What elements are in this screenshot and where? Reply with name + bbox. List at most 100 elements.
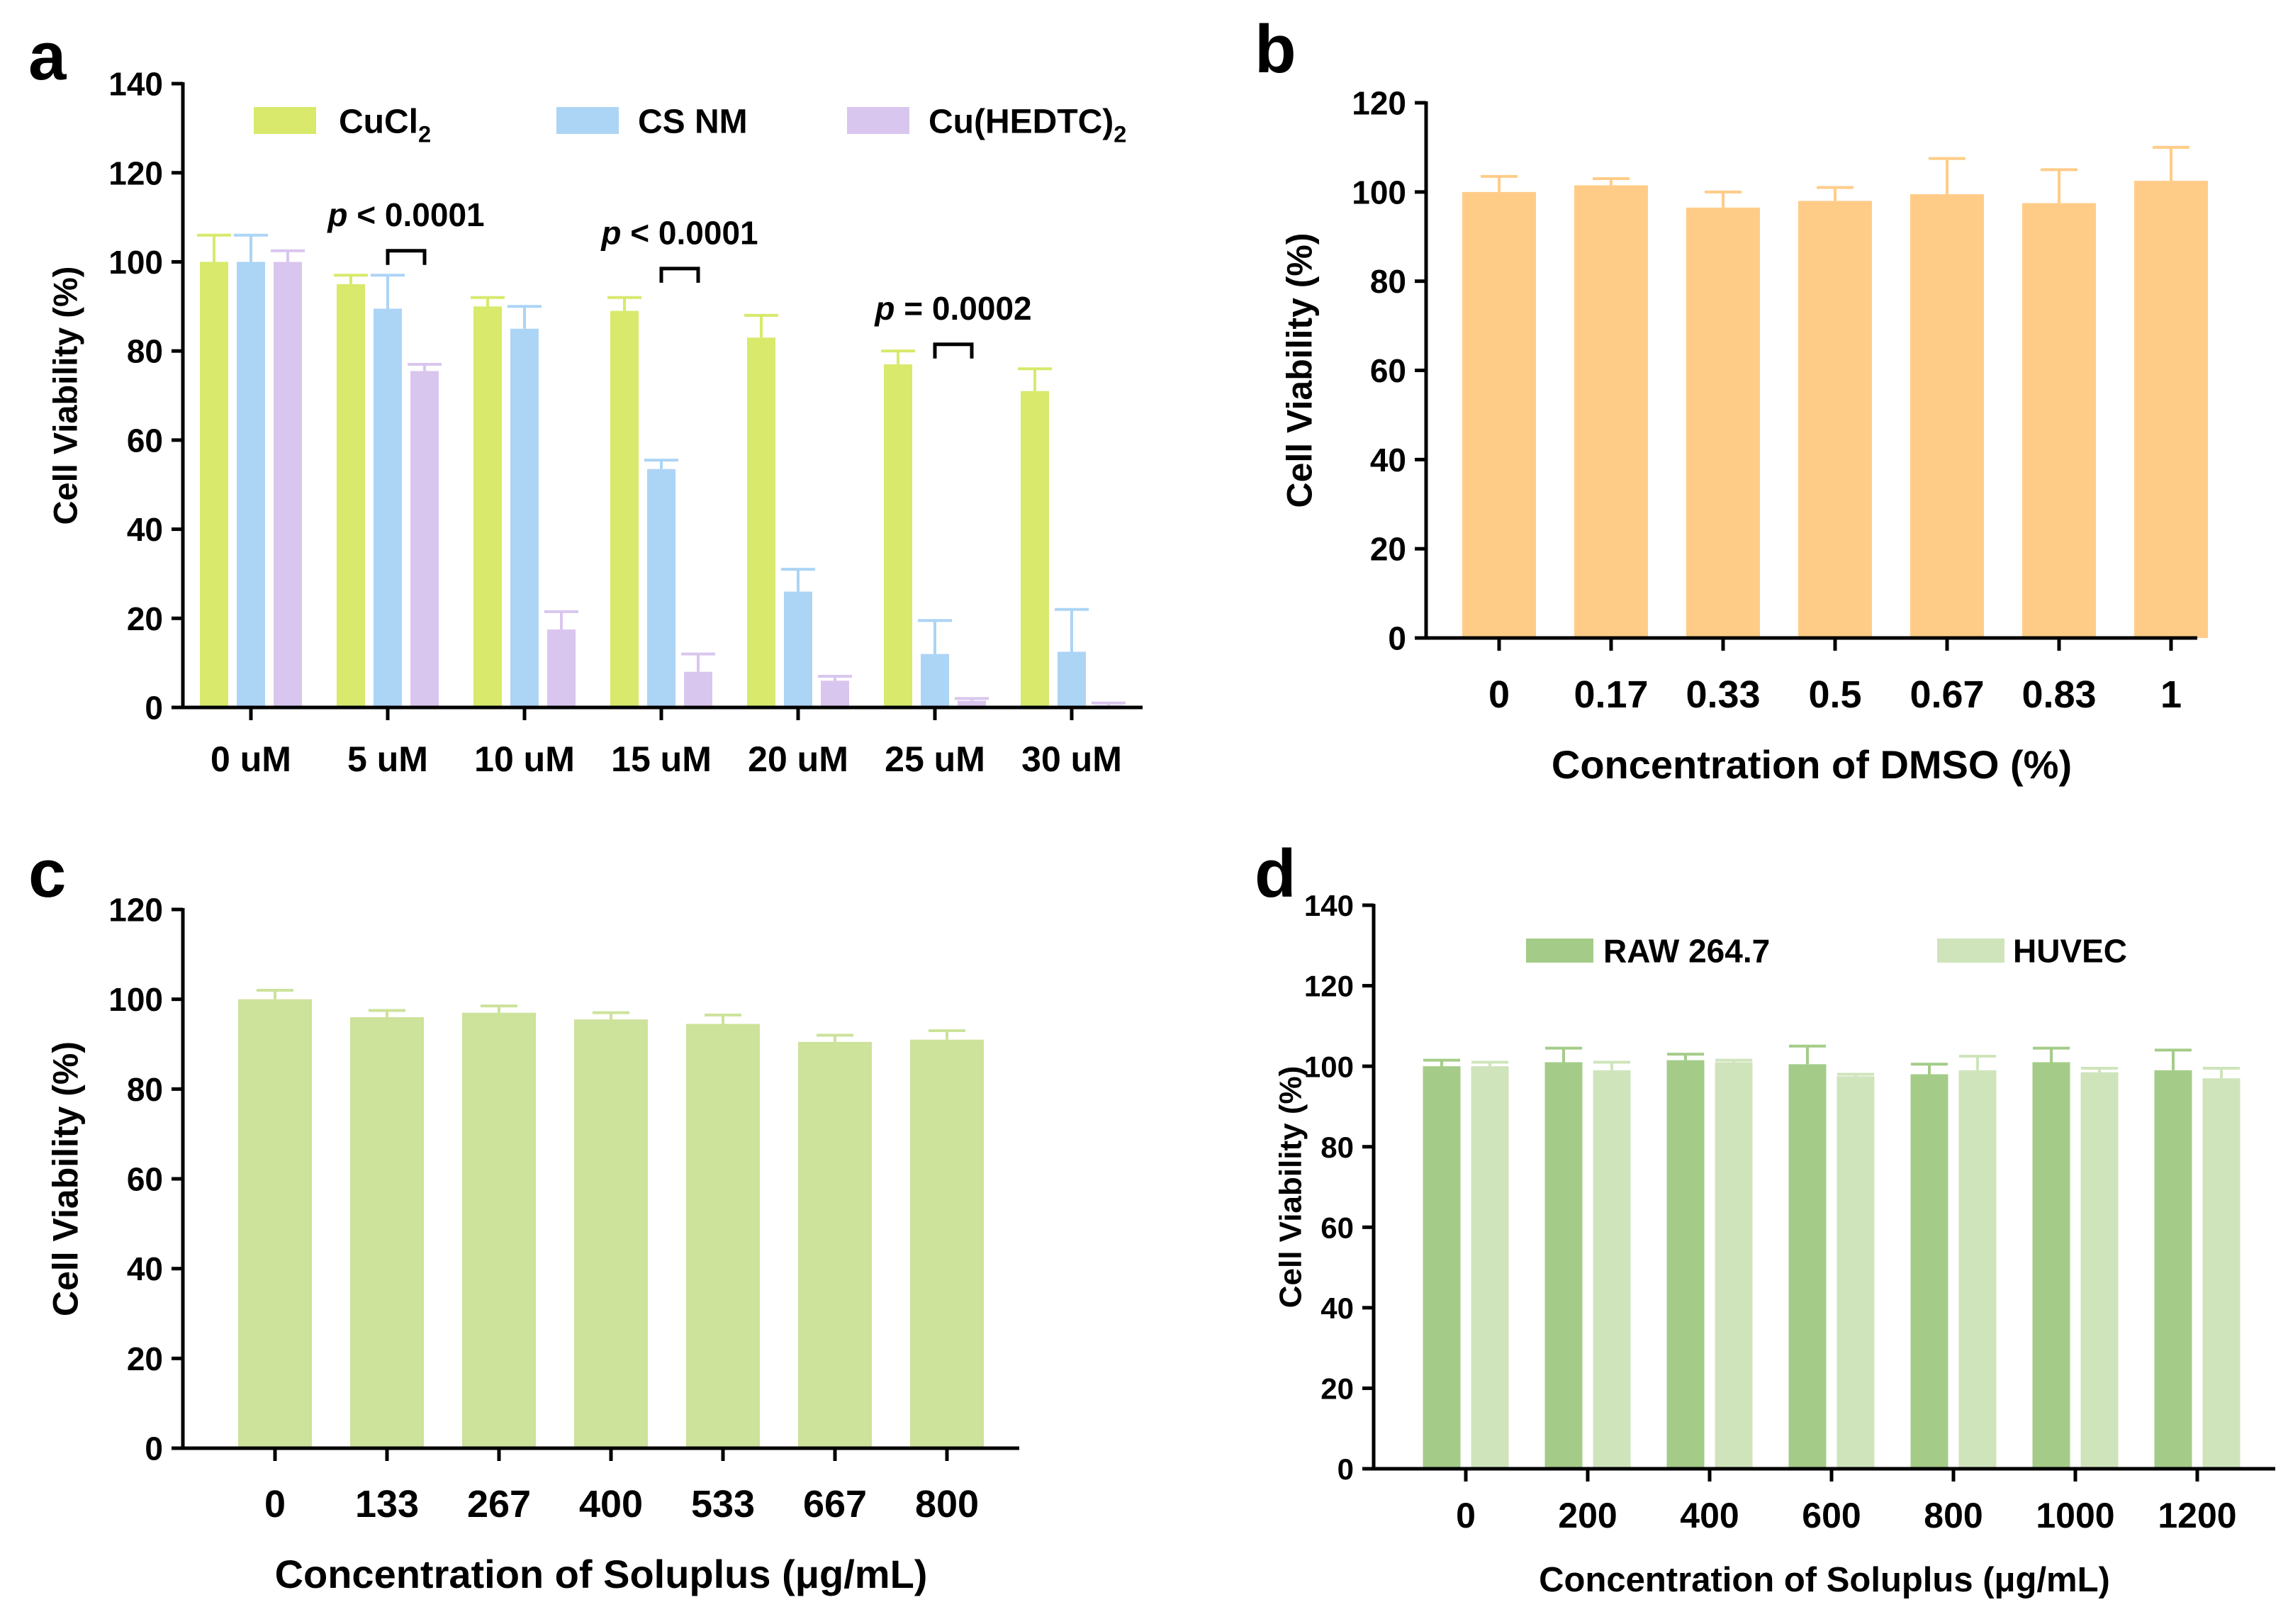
x-tick-label: 1 xyxy=(2160,673,2182,716)
bar xyxy=(798,1041,872,1448)
bar xyxy=(686,1024,760,1448)
bar xyxy=(1798,201,1872,639)
x-tick-label: 1200 xyxy=(2158,1496,2236,1535)
bar xyxy=(510,328,539,707)
x-tick-label: 20 uM xyxy=(748,739,848,779)
bar xyxy=(2022,203,2096,638)
bar xyxy=(1574,185,1648,638)
panel-d-chart: d 0 20 40 60 80 100 120 140 0 200 400 600 800 1000 1200… xyxy=(1255,836,2275,1599)
bar xyxy=(647,469,675,707)
x-tick-label: 1000 xyxy=(2036,1496,2114,1535)
bar xyxy=(910,1039,984,1448)
bar xyxy=(237,262,265,707)
bar xyxy=(610,310,639,708)
y-axis-title: Cell Viability (%) xyxy=(1273,1066,1308,1309)
x-tick-label: 400 xyxy=(1680,1496,1739,1535)
x-tick-label: 533 xyxy=(691,1483,755,1525)
bar xyxy=(1462,191,1536,638)
x-tick-label: 30 uM xyxy=(1021,739,1122,779)
y-axis-title: Cell Viability (%) xyxy=(46,1041,86,1316)
legend-subscript: 2 xyxy=(418,121,431,147)
legend-label: Cu(HEDTC)2 xyxy=(929,103,1126,147)
significance-bracket xyxy=(933,342,974,359)
x-tick-label: 267 xyxy=(467,1483,531,1525)
p-value-label: p < 0.0001 xyxy=(326,196,484,233)
legend-swatch xyxy=(556,107,619,134)
bar xyxy=(1423,1066,1461,1469)
y-axis-title: Cell Viability (%) xyxy=(46,267,84,525)
x-tick-label: 0.17 xyxy=(1574,673,1648,716)
y-tick-label: 40 xyxy=(127,1250,163,1287)
panel-letter-d: d xyxy=(1255,836,1296,912)
panel-letter-b: b xyxy=(1255,11,1296,87)
p-symbol: p xyxy=(326,196,347,233)
bar xyxy=(958,700,986,707)
y-tick-label: 140 xyxy=(1304,889,1354,922)
y-tick-label: 80 xyxy=(1370,263,1406,300)
x-axis-title: Concentration of Soluplus (μg/mL) xyxy=(1539,1561,2110,1599)
y-tick-label: 0 xyxy=(1388,620,1406,657)
y-tick-label: 80 xyxy=(127,333,163,370)
y-tick-label: 60 xyxy=(1320,1211,1354,1244)
x-tick-label: 15 uM xyxy=(611,739,712,779)
y-tick-label: 40 xyxy=(127,511,163,548)
bar xyxy=(1910,194,1984,639)
bar xyxy=(921,654,949,707)
significance-bracket xyxy=(659,267,700,283)
bar xyxy=(2202,1078,2241,1469)
y-tick-label: 20 xyxy=(1320,1372,1354,1406)
bar xyxy=(1471,1066,1509,1469)
legend-label: HUVEC xyxy=(2013,933,2127,970)
y-tick-label: 120 xyxy=(1304,970,1354,1003)
bar xyxy=(821,681,849,707)
y-tick-label: 0 xyxy=(145,1430,163,1467)
p-value-label: p < 0.0001 xyxy=(600,214,758,251)
panel-a-chart: a 0 20 40 60 80 100 120 140 0 uM 5 uM 10 uM 15 uM 20 … xyxy=(28,18,1143,779)
x-tick-label: 0 xyxy=(264,1483,286,1525)
x-tick-label: 667 xyxy=(803,1483,867,1525)
bar xyxy=(473,306,502,707)
y-axis-title: Cell Viability (%) xyxy=(1280,233,1320,508)
bar xyxy=(462,1012,536,1448)
y-tick-label: 40 xyxy=(1320,1292,1354,1325)
p-value-label: p = 0.0002 xyxy=(873,290,1031,327)
legend-swatch xyxy=(1937,939,2004,963)
panel-letter-c: c xyxy=(28,836,66,912)
bar xyxy=(2032,1062,2070,1469)
y-tick-label: 20 xyxy=(1370,531,1406,568)
bar xyxy=(747,337,775,707)
x-tick-label: 400 xyxy=(579,1483,643,1525)
significance-bracket xyxy=(386,249,427,265)
bar xyxy=(784,591,812,707)
y-tick-label: 60 xyxy=(127,1161,163,1198)
x-tick-label: 0 uM xyxy=(211,739,291,779)
bar xyxy=(1788,1064,1827,1469)
y-tick-label: 60 xyxy=(1370,352,1406,389)
bar xyxy=(884,364,912,707)
y-tick-label: 60 xyxy=(127,422,163,459)
bar xyxy=(374,308,402,707)
bar xyxy=(1910,1074,1948,1469)
y-tick-label: 80 xyxy=(127,1071,163,1108)
bar xyxy=(337,284,365,707)
bar xyxy=(410,371,439,707)
bar xyxy=(1715,1062,1753,1469)
x-tick-label: 0.83 xyxy=(2021,673,2096,716)
y-tick-label: 120 xyxy=(108,892,163,929)
bar xyxy=(1958,1070,1997,1469)
x-tick-label: 600 xyxy=(1802,1496,1861,1535)
y-tick-label: 20 xyxy=(127,1340,163,1377)
bar xyxy=(1544,1062,1583,1469)
bar xyxy=(1686,207,1760,639)
y-tick-label: 0 xyxy=(1338,1452,1354,1486)
y-tick-label: 40 xyxy=(1370,442,1406,478)
y-tick-label: 140 xyxy=(108,66,163,103)
legend-swatch xyxy=(254,107,316,134)
bar xyxy=(547,629,576,707)
x-axis-title: Concentration of Soluplus (μg/mL) xyxy=(275,1552,928,1596)
bar xyxy=(2134,181,2208,638)
bar xyxy=(238,999,312,1448)
y-tick-label: 120 xyxy=(108,155,163,191)
x-tick-label: 0 xyxy=(1456,1496,1476,1535)
bar xyxy=(274,262,302,707)
